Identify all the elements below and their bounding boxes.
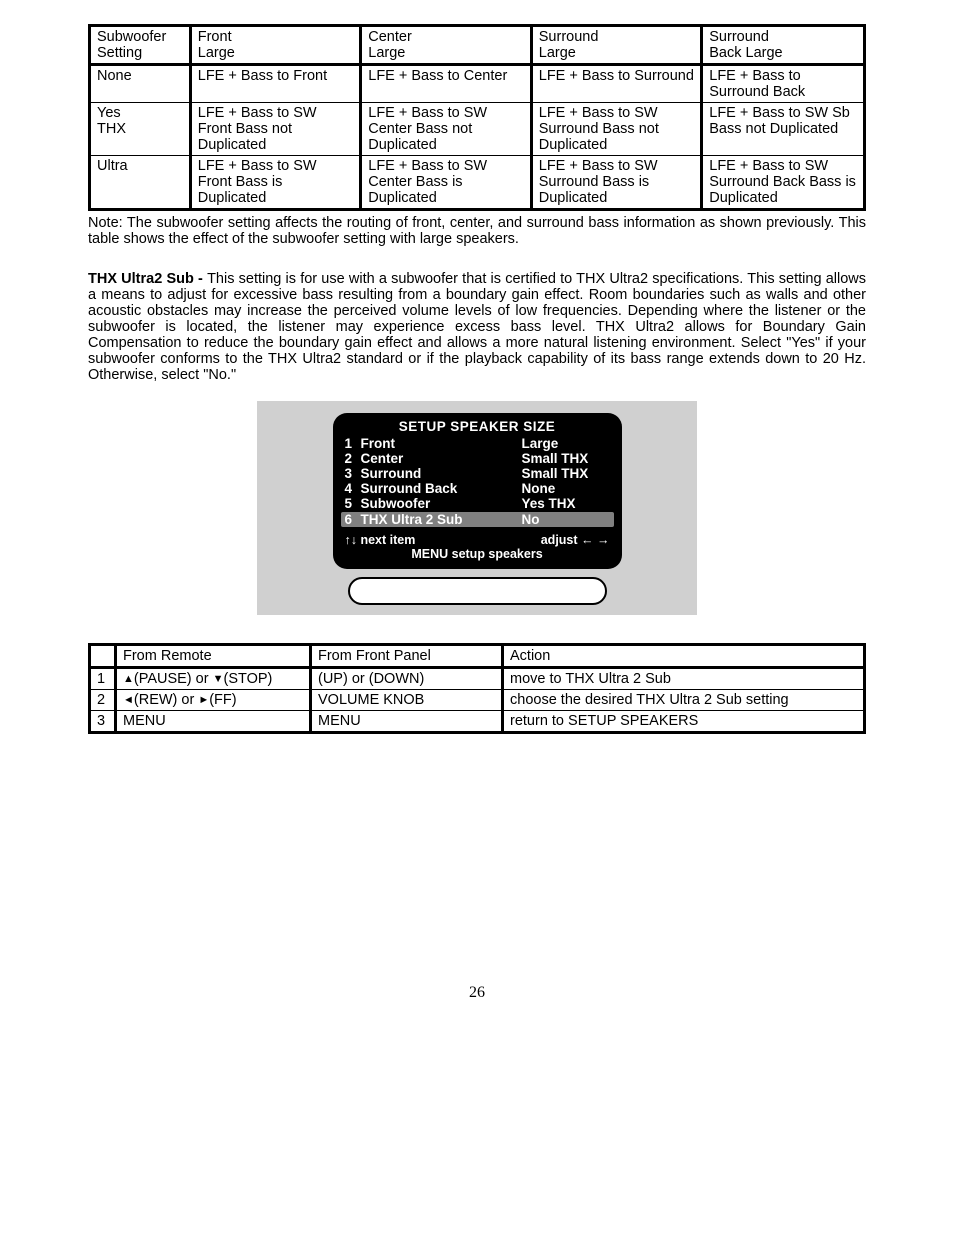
header-text: SurroundBack Large [709, 29, 782, 61]
osd-item: 4Surround BackNone [345, 481, 610, 496]
remote-text: (FF) [209, 692, 236, 708]
steps-row: 3MENUMENUreturn to SETUP SPEAKERS [90, 711, 865, 733]
osd-item-num: 5 [345, 496, 361, 511]
header-text: FrontLarge [198, 29, 235, 61]
cell-setting: None [90, 65, 191, 103]
header-text: Subwoofer Setting [97, 29, 166, 61]
step-action: move to THX Ultra 2 Sub [503, 668, 865, 690]
osd-item-num: 3 [345, 466, 361, 481]
osd-item: 5SubwooferYes THX [345, 496, 610, 511]
osd-item-value: Yes THX [522, 496, 610, 511]
col-front: FrontLarge [190, 26, 361, 65]
steps-row: 2◄(REW) or ►(FF)VOLUME KNOBchoose the de… [90, 690, 865, 711]
osd-item-value: Large [522, 436, 610, 451]
step-panel: MENU [311, 711, 503, 733]
osd-item-label: Surround Back [361, 481, 522, 496]
triangle-icon: ▼ [213, 673, 224, 685]
triangle-icon: ◄ [123, 694, 134, 706]
step-number: 1 [90, 668, 116, 690]
osd-item: 1FrontLarge [345, 436, 610, 451]
steps-header-row: From Remote From Front Panel Action [90, 645, 865, 668]
osd-item-value: Small THX [522, 451, 610, 466]
col-action: Action [503, 645, 865, 668]
col-from-remote: From Remote [116, 645, 311, 668]
step-number: 3 [90, 711, 116, 733]
osd-menu-line: MENU setup speakers [345, 547, 610, 561]
cell-value: LFE + Bass to SW Center Bass is Duplicat… [361, 156, 532, 210]
cell-setting: YesTHX [90, 103, 191, 156]
osd-screen: SETUP SPEAKER SIZE 1FrontLarge2CenterSma… [333, 413, 622, 569]
osd-caption-box [348, 577, 607, 605]
step-panel: VOLUME KNOB [311, 690, 503, 711]
osd-screenshot: SETUP SPEAKER SIZE 1FrontLarge2CenterSma… [257, 401, 697, 615]
table-row: NoneLFE + Bass to FrontLFE + Bass to Cen… [90, 65, 865, 103]
cell-value: LFE + Bass to SW Surround Bass is Duplic… [531, 156, 702, 210]
osd-item: 3SurroundSmall THX [345, 466, 610, 481]
table-row: YesTHXLFE + Bass to SW Front Bass not Du… [90, 103, 865, 156]
section-heading: THX Ultra2 Sub - [88, 271, 207, 287]
remote-text: (PAUSE) or [134, 671, 213, 687]
header-text: CenterLarge [368, 29, 412, 61]
cell-value: LFE + Bass to SW Surround Back Bass is D… [702, 156, 865, 210]
cell-value: LFE + Bass to Front [190, 65, 361, 103]
cell-value: LFE + Bass to Center [361, 65, 532, 103]
osd-hint-left: ↑↓ next item [345, 533, 541, 547]
col-step-num [90, 645, 116, 668]
osd-item-label: Subwoofer [361, 496, 522, 511]
steps-row: 1▲(PAUSE) or ▼(STOP)(UP) or (DOWN)move t… [90, 668, 865, 690]
cell-value: LFE + Bass to SW Front Bass is Duplicate… [190, 156, 361, 210]
col-surround-back: SurroundBack Large [702, 26, 865, 65]
osd-item-value: No [522, 512, 610, 527]
osd-item-label: THX Ultra 2 Sub [361, 512, 522, 527]
step-remote: MENU [116, 711, 311, 733]
cell-value: LFE + Bass to SW Front Bass not Duplicat… [190, 103, 361, 156]
osd-item-num: 6 [345, 512, 361, 527]
step-action: return to SETUP SPEAKERS [503, 711, 865, 733]
step-remote: ▲(PAUSE) or ▼(STOP) [116, 668, 311, 690]
remote-text: (STOP) [223, 671, 272, 687]
thx-ultra2-paragraph: THX Ultra2 Sub - This setting is for use… [88, 271, 866, 383]
osd-item: 6THX Ultra 2 SubNo [341, 512, 614, 527]
cell-value: LFE + Bass to Surround Back [702, 65, 865, 103]
osd-item: 2CenterSmall THX [345, 451, 610, 466]
osd-item-num: 2 [345, 451, 361, 466]
triangle-icon: ► [198, 694, 209, 706]
col-subwoofer-setting: Subwoofer Setting [90, 26, 191, 65]
osd-item-label: Front [361, 436, 522, 451]
cell-value: LFE + Bass to Surround [531, 65, 702, 103]
header-text: SurroundLarge [539, 29, 599, 61]
col-surround: SurroundLarge [531, 26, 702, 65]
cell-value: LFE + Bass to SW Center Bass not Duplica… [361, 103, 532, 156]
step-action: choose the desired THX Ultra 2 Sub setti… [503, 690, 865, 711]
osd-item-value: Small THX [522, 466, 610, 481]
table-header-row: Subwoofer Setting FrontLarge CenterLarge… [90, 26, 865, 65]
osd-item-num: 4 [345, 481, 361, 496]
step-number: 2 [90, 690, 116, 711]
triangle-icon: ▲ [123, 673, 134, 685]
section-body: This setting is for use with a subwoofer… [88, 271, 866, 383]
col-center: CenterLarge [361, 26, 532, 65]
remote-text: (REW) or [134, 692, 198, 708]
table-note: Note: The subwoofer setting affects the … [88, 215, 866, 247]
cell-setting: Ultra [90, 156, 191, 210]
step-panel: (UP) or (DOWN) [311, 668, 503, 690]
osd-hint-right: adjust ← → [541, 533, 610, 547]
cell-value: LFE + Bass to SW Sb Bass not Duplicated [702, 103, 865, 156]
step-remote: ◄(REW) or ►(FF) [116, 690, 311, 711]
cell-value: LFE + Bass to SW Surround Bass not Dupli… [531, 103, 702, 156]
table-row: UltraLFE + Bass to SW Front Bass is Dupl… [90, 156, 865, 210]
osd-hint-row: ↑↓ next item adjust ← → [345, 533, 610, 547]
bass-routing-table: Subwoofer Setting FrontLarge CenterLarge… [88, 24, 866, 211]
osd-item-label: Surround [361, 466, 522, 481]
col-from-panel: From Front Panel [311, 645, 503, 668]
page-number: 26 [88, 984, 866, 1002]
osd-title: SETUP SPEAKER SIZE [345, 419, 610, 434]
osd-item-value: None [522, 481, 610, 496]
osd-item-label: Center [361, 451, 522, 466]
steps-table: From Remote From Front Panel Action 1▲(P… [88, 643, 866, 734]
osd-item-num: 1 [345, 436, 361, 451]
